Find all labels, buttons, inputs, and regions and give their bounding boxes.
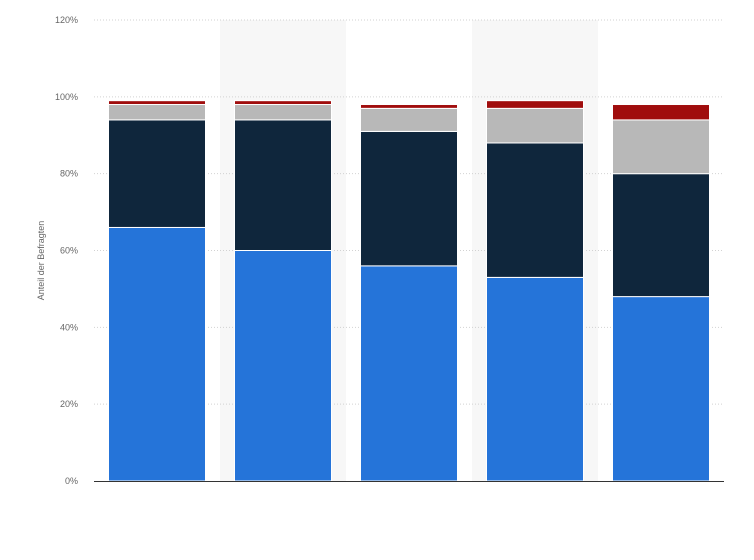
bar-segment-series-1[interactable] <box>360 265 458 482</box>
bar-segment-series-3[interactable] <box>360 107 458 132</box>
bar-segment-series-4[interactable] <box>612 104 710 121</box>
bars <box>108 100 710 482</box>
y-tick-label: 100% <box>55 92 78 102</box>
bar-segment-series-4[interactable] <box>108 100 206 106</box>
bar-segment-series-4[interactable] <box>234 100 332 106</box>
bar-segment-series-3[interactable] <box>486 107 584 144</box>
y-tick-label: 60% <box>60 246 78 256</box>
bar-segment-series-2[interactable] <box>486 142 584 278</box>
y-tick-label: 120% <box>55 15 78 25</box>
bar-segment-series-1[interactable] <box>108 226 206 482</box>
bar-segment-series-4[interactable] <box>486 100 584 109</box>
bar-segment-series-4[interactable] <box>360 104 458 109</box>
y-axis-title: Anteil der Befragten <box>36 221 46 301</box>
y-tick-label: 40% <box>60 322 78 332</box>
y-tick-label: 20% <box>60 399 78 409</box>
y-axis-ticks: 0% 20% 40% 60% 80% 100% 120% <box>55 15 78 486</box>
bar-segment-series-2[interactable] <box>108 119 206 228</box>
bar-segment-series-2[interactable] <box>234 119 332 251</box>
y-tick-label: 0% <box>65 476 78 486</box>
bar-segment-series-2[interactable] <box>612 173 710 298</box>
bar-segment-series-1[interactable] <box>612 296 710 482</box>
bar-segment-series-2[interactable] <box>360 130 458 267</box>
bar-segment-series-1[interactable] <box>234 250 332 482</box>
y-tick-label: 80% <box>60 169 78 179</box>
bar-segment-series-3[interactable] <box>108 104 206 121</box>
bar-segment-series-3[interactable] <box>234 104 332 121</box>
bar-segment-series-1[interactable] <box>486 276 584 482</box>
bar-segment-series-3[interactable] <box>612 119 710 175</box>
